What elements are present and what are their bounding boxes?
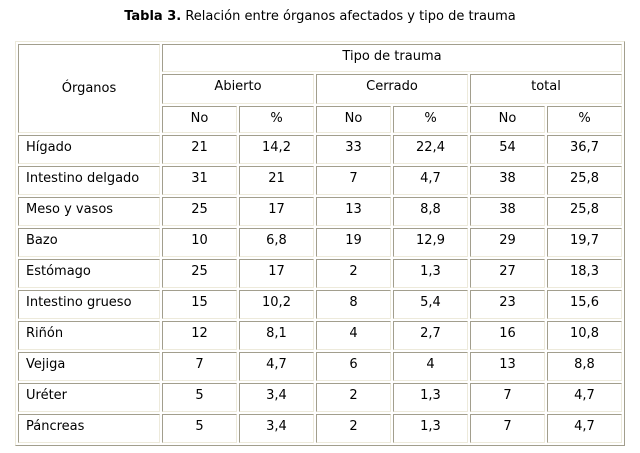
value-cell: 1,3 (393, 259, 468, 288)
value-cell: 27 (470, 259, 545, 288)
table-row: Meso y vasos 25 17 13 8,8 38 25,8 (18, 197, 622, 226)
organ-cell: Estómago (18, 259, 160, 288)
subheader-pct-abierto: % (239, 106, 314, 133)
subheader-no-total: No (470, 106, 545, 133)
table-row: Bazo 10 6,8 19 12,9 29 19,7 (18, 228, 622, 257)
value-cell: 2 (316, 259, 391, 288)
value-cell: 17 (239, 259, 314, 288)
subheader-pct-cerrado: % (393, 106, 468, 133)
value-cell: 1,3 (393, 414, 468, 443)
value-cell: 54 (470, 135, 545, 164)
value-cell: 16 (470, 321, 545, 350)
header-total: total (470, 74, 622, 104)
value-cell: 23 (470, 290, 545, 319)
value-cell: 22,4 (393, 135, 468, 164)
header-row-trauma: Órganos Tipo de trauma (18, 44, 622, 133)
value-cell: 4,7 (393, 166, 468, 195)
organ-trauma-table: Órganos Tipo de trauma Abierto Cerrado t… (15, 41, 625, 446)
subheader-pct-total: % (547, 106, 622, 133)
header-row-groups: Abierto Cerrado total (18, 74, 622, 104)
value-cell: 25 (162, 259, 237, 288)
value-cell: 25,8 (547, 166, 622, 195)
header-abierto: Abierto (162, 74, 314, 104)
value-cell: 10,2 (239, 290, 314, 319)
value-cell: 1,3 (393, 383, 468, 412)
value-cell: 15,6 (547, 290, 622, 319)
value-cell: 2,7 (393, 321, 468, 350)
value-cell: 3,4 (239, 383, 314, 412)
value-cell: 25 (162, 197, 237, 226)
value-cell: 19 (316, 228, 391, 257)
value-cell: 3,4 (239, 414, 314, 443)
table-row: Hígado 21 14,2 33 22,4 54 36,7 (18, 135, 622, 164)
value-cell: 13 (470, 352, 545, 381)
value-cell: 21 (162, 135, 237, 164)
value-cell: 13 (316, 197, 391, 226)
table-title: Tabla 3. Relación entre órganos afectado… (0, 0, 640, 24)
table-row: Intestino grueso 15 10,2 8 5,4 23 15,6 (18, 290, 622, 319)
value-cell: 18,3 (547, 259, 622, 288)
value-cell: 10 (162, 228, 237, 257)
value-cell: 38 (470, 197, 545, 226)
value-cell: 14,2 (239, 135, 314, 164)
value-cell: 33 (316, 135, 391, 164)
table-row: Uréter 5 3,4 2 1,3 7 4,7 (18, 383, 622, 412)
value-cell: 4,7 (547, 383, 622, 412)
organ-cell: Intestino grueso (18, 290, 160, 319)
value-cell: 10,8 (547, 321, 622, 350)
value-cell: 8,8 (393, 197, 468, 226)
value-cell: 25,8 (547, 197, 622, 226)
table-row: Intestino delgado 31 21 7 4,7 38 25,8 (18, 166, 622, 195)
organ-cell: Intestino delgado (18, 166, 160, 195)
value-cell: 5 (162, 383, 237, 412)
table-row: Estómago 25 17 2 1,3 27 18,3 (18, 259, 622, 288)
value-cell: 7 (470, 383, 545, 412)
value-cell: 38 (470, 166, 545, 195)
value-cell: 19,7 (547, 228, 622, 257)
header-cerrado: Cerrado (316, 74, 468, 104)
value-cell: 36,7 (547, 135, 622, 164)
table-row: Vejiga 7 4,7 6 4 13 8,8 (18, 352, 622, 381)
header-tipo-de-trauma: Tipo de trauma (162, 44, 622, 72)
value-cell: 7 (470, 414, 545, 443)
organ-cell: Hígado (18, 135, 160, 164)
value-cell: 21 (239, 166, 314, 195)
organ-cell: Riñón (18, 321, 160, 350)
table-row: Riñón 12 8,1 4 2,7 16 10,8 (18, 321, 622, 350)
value-cell: 4 (316, 321, 391, 350)
value-cell: 7 (316, 166, 391, 195)
value-cell: 2 (316, 414, 391, 443)
table-row: Páncreas 5 3,4 2 1,3 7 4,7 (18, 414, 622, 443)
organ-cell: Páncreas (18, 414, 160, 443)
value-cell: 2 (316, 383, 391, 412)
value-cell: 8,1 (239, 321, 314, 350)
value-cell: 4,7 (547, 414, 622, 443)
value-cell: 17 (239, 197, 314, 226)
value-cell: 5,4 (393, 290, 468, 319)
subheader-no-abierto: No (162, 106, 237, 133)
subheader-no-cerrado: No (316, 106, 391, 133)
table-title-label: Tabla 3. (124, 9, 182, 24)
value-cell: 29 (470, 228, 545, 257)
value-cell: 12,9 (393, 228, 468, 257)
header-row-subcolumns: No % No % No % (18, 106, 622, 133)
value-cell: 15 (162, 290, 237, 319)
table-title-text: Relación entre órganos afectados y tipo … (185, 9, 516, 24)
value-cell: 4,7 (239, 352, 314, 381)
value-cell: 4 (393, 352, 468, 381)
organ-cell: Meso y vasos (18, 197, 160, 226)
table-body: Hígado 21 14,2 33 22,4 54 36,7 Intestino delgad… (18, 135, 622, 443)
value-cell: 6,8 (239, 228, 314, 257)
organ-cell: Bazo (18, 228, 160, 257)
header-organos: Órganos (18, 44, 160, 133)
value-cell: 12 (162, 321, 237, 350)
value-cell: 5 (162, 414, 237, 443)
value-cell: 8,8 (547, 352, 622, 381)
organ-cell: Vejiga (18, 352, 160, 381)
value-cell: 31 (162, 166, 237, 195)
value-cell: 6 (316, 352, 391, 381)
organ-cell: Uréter (18, 383, 160, 412)
value-cell: 8 (316, 290, 391, 319)
value-cell: 7 (162, 352, 237, 381)
